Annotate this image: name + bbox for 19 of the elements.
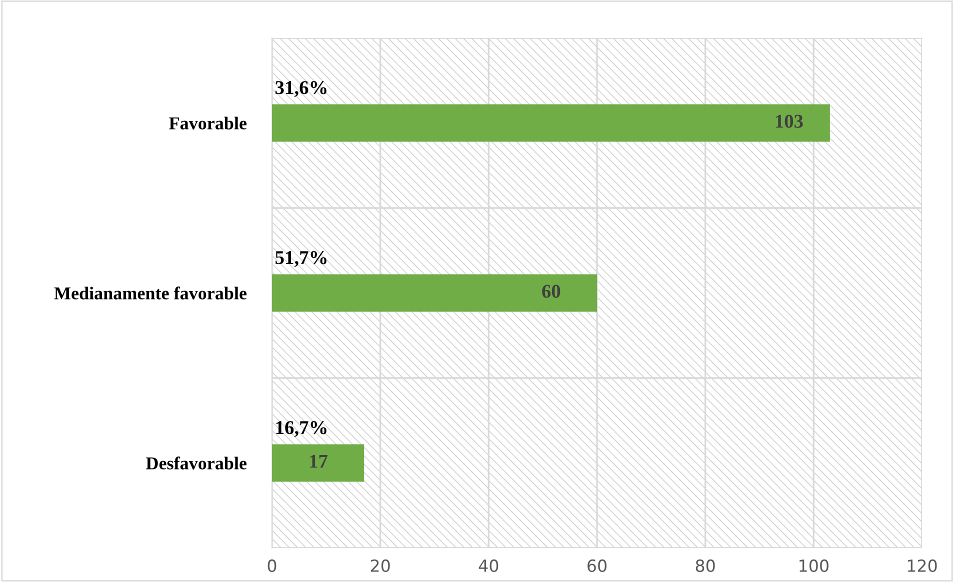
x-tick-label: 80 bbox=[696, 559, 715, 572]
x-tick-label: 100 bbox=[800, 559, 828, 572]
x-tick-label: 120 bbox=[908, 559, 937, 572]
bar bbox=[272, 274, 597, 312]
bar bbox=[272, 444, 364, 482]
x-tick-label: 20 bbox=[370, 559, 390, 572]
x-tick-label: 60 bbox=[588, 559, 606, 572]
y-tick-label: Favorable bbox=[169, 116, 247, 130]
x-tick-label: 40 bbox=[478, 559, 498, 572]
data-label: 60 bbox=[542, 284, 560, 298]
annotation: 16,7% bbox=[276, 421, 326, 437]
y-tick-label: Desfavorable bbox=[146, 456, 247, 470]
data-label: 17 bbox=[310, 454, 328, 468]
annotation: 31,6% bbox=[276, 81, 326, 97]
data-label: 103 bbox=[776, 114, 803, 128]
annotation: 51,7% bbox=[276, 251, 326, 267]
x-tick-label: 0 bbox=[268, 559, 276, 572]
bar bbox=[272, 104, 830, 142]
y-tick-label: Medianamente favorable bbox=[54, 286, 247, 300]
